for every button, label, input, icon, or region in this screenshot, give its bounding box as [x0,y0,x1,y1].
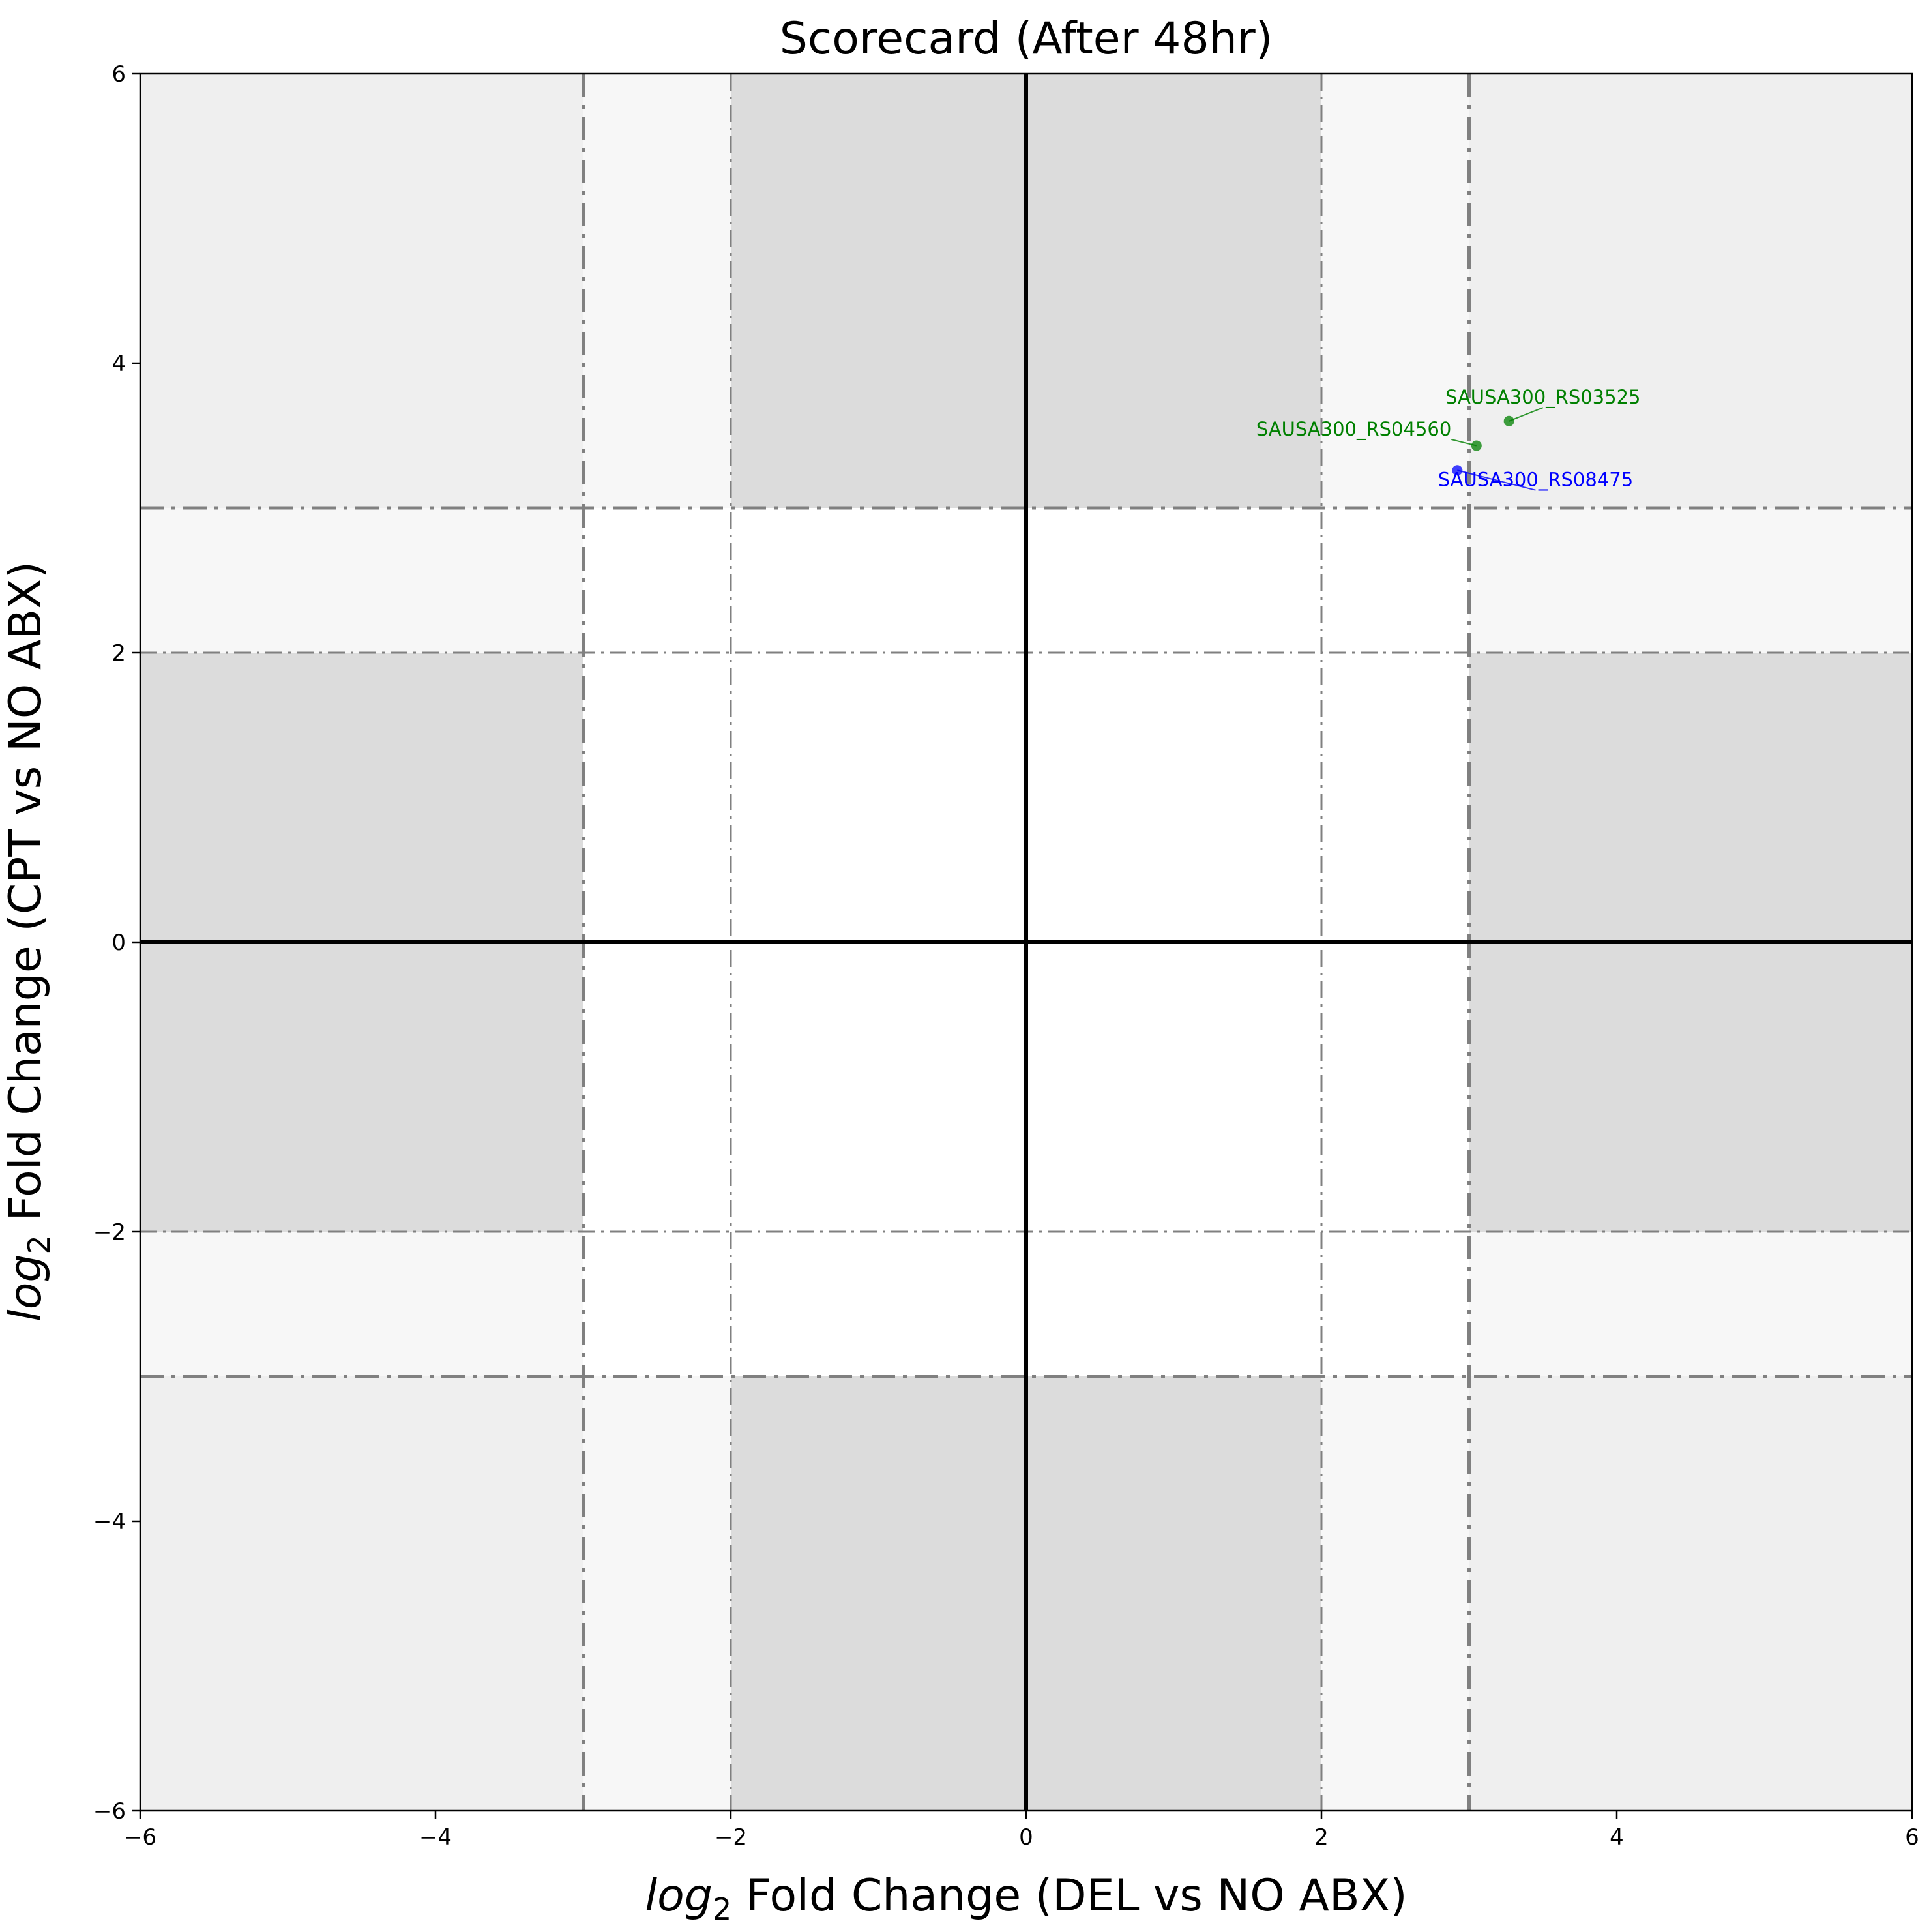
data-point [1452,465,1463,476]
x-tick-label: 6 [1905,1824,1919,1850]
y-tick-label: −4 [93,1509,126,1535]
y-tick-label: −2 [93,1219,126,1245]
x-tick-label: −2 [715,1824,747,1850]
point-label: SAUSA300_RS03525 [1445,386,1640,408]
x-axis-ticks: −6 −4 −2 0 2 4 6 [124,1811,1919,1850]
x-tick-label: 2 [1314,1824,1329,1850]
y-tick-label: 2 [111,640,126,666]
y-axis-label-text: Fold Change (CPT vs NO ABX) [0,561,52,1235]
region-2 [1469,74,1912,508]
chart-title: Scorecard (After 48hr) [780,13,1273,65]
x-axis-label-text: Fold Change (DEL vs NO ABX) [731,1870,1407,1922]
y-tick-label: 6 [111,61,126,87]
leader-line [1509,407,1544,422]
y-axis-ticks: −6 −4 −2 0 2 4 6 [93,61,140,1824]
region-1 [140,74,583,508]
point-label: SAUSA300_RS04560 [1256,418,1451,440]
y-tick-label: −6 [93,1798,126,1824]
x-axis-label-log: log [645,1870,713,1922]
x-tick-label: 4 [1610,1824,1624,1850]
region-4 [1469,1376,1912,1811]
zero-lines [140,74,1912,1811]
y-axis-label-subscript: 2 [22,1235,57,1254]
x-tick-label: −6 [124,1824,156,1850]
point-label: SAUSA300_RS08475 [1438,469,1633,491]
data-point [1503,415,1514,426]
leader-line [1457,469,1536,491]
x-tick-label: 0 [1019,1824,1033,1850]
y-tick-label: 4 [111,351,126,377]
y-axis-label: log2 Fold Change (CPT vs NO ABX) [0,561,57,1322]
x-tick-label: −4 [419,1824,452,1850]
data-points: SAUSA300_RS03525 SAUSA300_RS04560 SAUSA300… [1256,386,1641,491]
y-tick-label: 0 [111,930,126,956]
region-3 [140,1376,583,1811]
x-axis-label: log2 Fold Change (DEL vs NO ABX) [645,1870,1407,1927]
y-axis-label-log: log [0,1254,52,1322]
data-point [1471,440,1482,451]
x-axis-label-subscript: 2 [713,1892,731,1927]
